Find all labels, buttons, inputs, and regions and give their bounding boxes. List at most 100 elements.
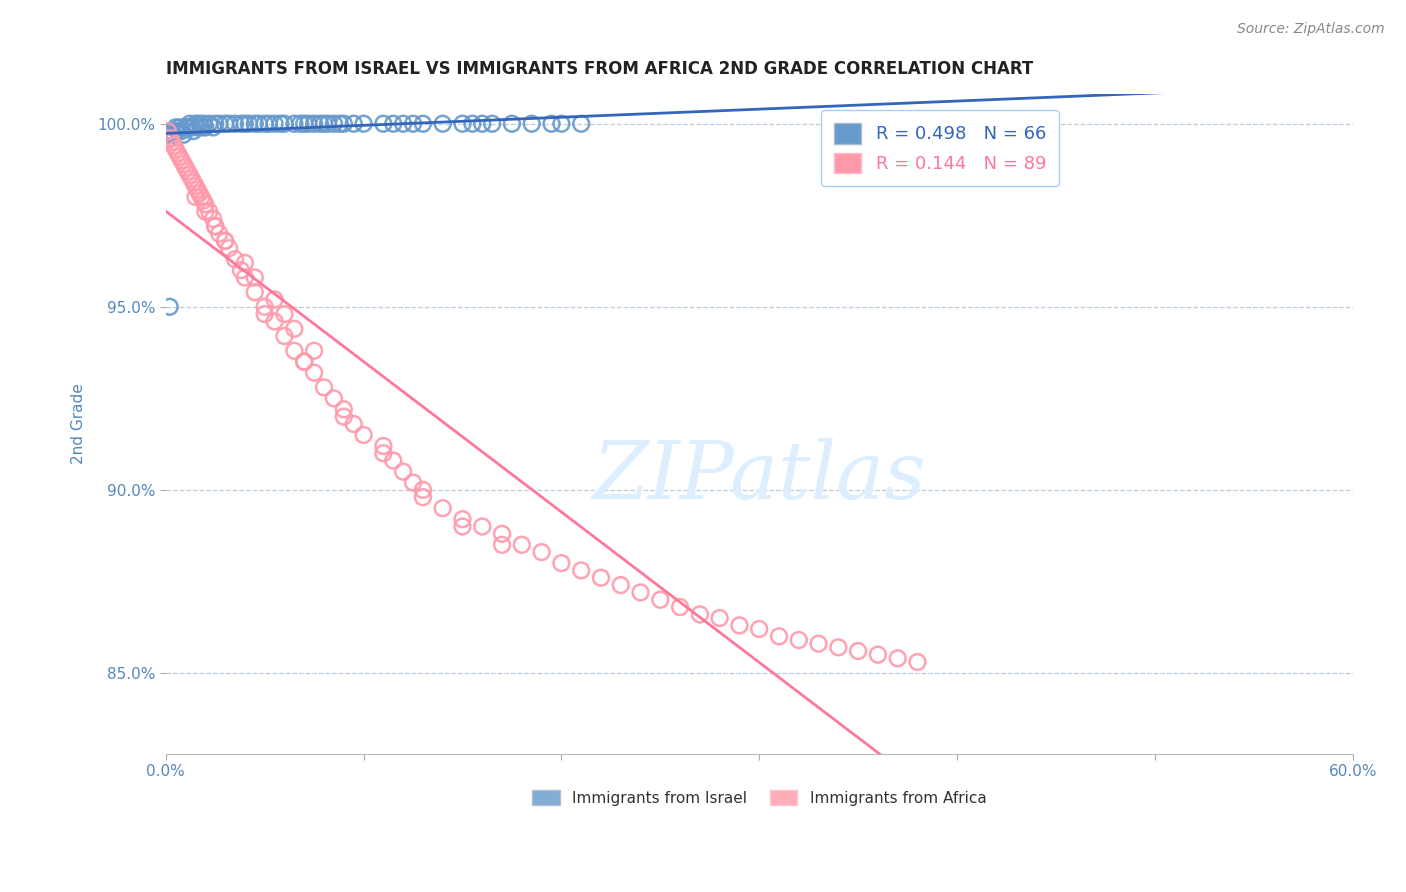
- Point: [550, 117, 572, 131]
- Point: [886, 651, 908, 665]
- Point: [188, 186, 211, 201]
- Point: [540, 117, 562, 131]
- Point: [233, 117, 256, 131]
- Point: [373, 446, 395, 460]
- Point: [292, 355, 315, 369]
- Point: [471, 519, 494, 533]
- Point: [270, 117, 292, 131]
- Point: [807, 637, 830, 651]
- Point: [461, 117, 484, 131]
- Point: [501, 117, 523, 131]
- Point: [412, 490, 434, 504]
- Point: [471, 117, 494, 131]
- Point: [263, 293, 285, 307]
- Point: [610, 578, 633, 592]
- Point: [183, 124, 205, 138]
- Point: [204, 219, 226, 234]
- Point: [329, 117, 352, 131]
- Point: [186, 120, 208, 135]
- Point: [170, 124, 193, 138]
- Point: [343, 417, 366, 431]
- Point: [312, 380, 335, 394]
- Point: [530, 545, 553, 559]
- Point: [283, 117, 305, 131]
- Point: [373, 117, 395, 131]
- Point: [174, 120, 197, 135]
- Point: [253, 307, 276, 321]
- Point: [184, 178, 207, 193]
- Point: [353, 117, 375, 131]
- Point: [253, 117, 276, 131]
- Point: [204, 219, 226, 234]
- Point: [316, 117, 339, 131]
- Point: [188, 117, 211, 131]
- Point: [343, 117, 366, 131]
- Point: [229, 263, 252, 277]
- Point: [333, 402, 356, 417]
- Point: [224, 252, 246, 267]
- Point: [273, 307, 295, 321]
- Point: [180, 171, 202, 186]
- Point: [190, 120, 212, 135]
- Point: [183, 175, 205, 189]
- Point: [238, 117, 260, 131]
- Y-axis label: 2nd Grade: 2nd Grade: [72, 384, 86, 465]
- Point: [208, 117, 231, 131]
- Point: [322, 392, 344, 406]
- Point: [263, 117, 285, 131]
- Point: [173, 128, 195, 142]
- Point: [163, 128, 186, 142]
- Point: [569, 564, 592, 578]
- Point: [302, 117, 325, 131]
- Point: [163, 138, 186, 153]
- Point: [159, 131, 181, 145]
- Point: [728, 618, 751, 632]
- Point: [787, 632, 810, 647]
- Point: [283, 343, 305, 358]
- Point: [432, 117, 454, 131]
- Point: [193, 194, 215, 208]
- Point: [193, 117, 215, 131]
- Point: [907, 655, 929, 669]
- Point: [229, 117, 252, 131]
- Point: [650, 592, 672, 607]
- Point: [412, 117, 434, 131]
- Point: [382, 453, 405, 467]
- Point: [204, 117, 226, 131]
- Point: [333, 409, 356, 424]
- Point: [174, 161, 197, 175]
- Point: [159, 131, 181, 145]
- Point: [214, 234, 236, 248]
- Point: [198, 117, 221, 131]
- Point: [166, 124, 188, 138]
- Point: [198, 204, 221, 219]
- Point: [520, 117, 543, 131]
- Point: [302, 343, 325, 358]
- Point: [233, 270, 256, 285]
- Point: [589, 571, 612, 585]
- Point: [218, 241, 240, 255]
- Point: [309, 117, 332, 131]
- Point: [194, 204, 217, 219]
- Point: [253, 300, 276, 314]
- Point: [297, 117, 319, 131]
- Point: [160, 135, 183, 149]
- Point: [451, 519, 474, 533]
- Point: [392, 117, 415, 131]
- Point: [156, 128, 179, 142]
- Point: [176, 120, 198, 135]
- Legend: Immigrants from Israel, Immigrants from Africa: Immigrants from Israel, Immigrants from …: [526, 783, 993, 812]
- Point: [768, 629, 790, 643]
- Point: [491, 538, 513, 552]
- Point: [669, 600, 692, 615]
- Point: [194, 197, 217, 211]
- Point: [550, 556, 572, 570]
- Point: [190, 190, 212, 204]
- Point: [569, 117, 592, 131]
- Point: [392, 465, 415, 479]
- Point: [333, 117, 356, 131]
- Point: [202, 211, 225, 226]
- Point: [402, 117, 425, 131]
- Point: [247, 117, 270, 131]
- Point: [630, 585, 652, 599]
